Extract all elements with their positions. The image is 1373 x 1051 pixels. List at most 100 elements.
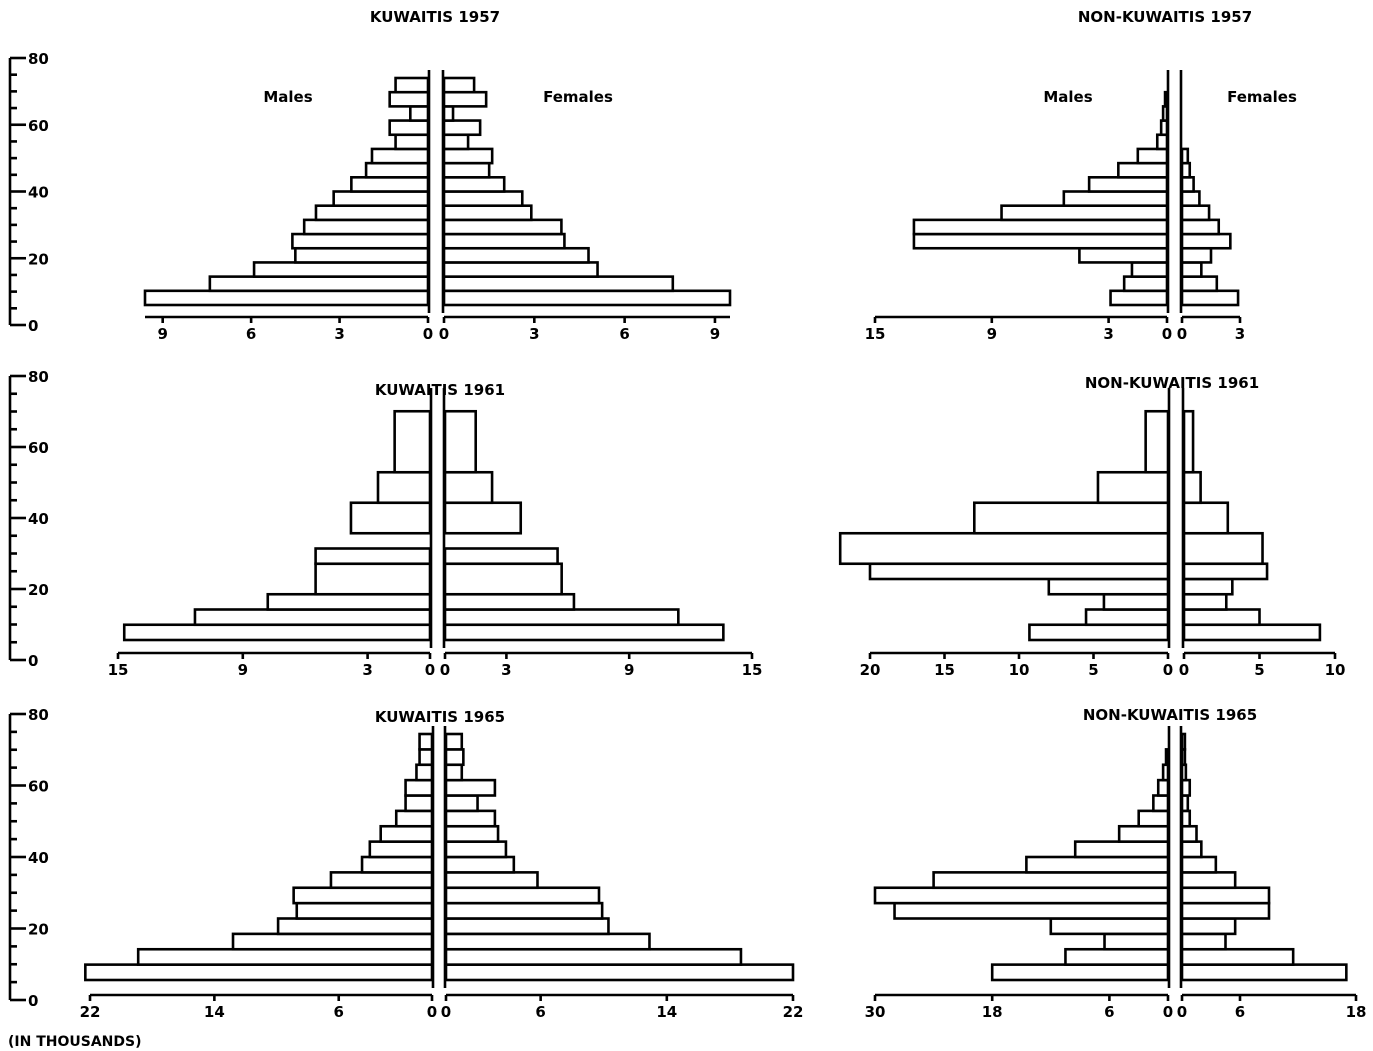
male-bar [932, 871, 1170, 890]
female-bar [444, 932, 651, 951]
male-bar [122, 623, 432, 642]
female-tick-label: 0 [1179, 661, 1189, 679]
female-bar [443, 592, 576, 611]
age-tick-label: 0 [28, 652, 38, 670]
female-bar [1182, 608, 1261, 627]
female-tick-label: 14 [656, 1003, 677, 1021]
female-bar [1180, 809, 1192, 828]
age-tick-label: 20 [28, 581, 49, 599]
female-bar [442, 161, 491, 179]
male-bar [1155, 133, 1169, 151]
male-tick-label: 9 [987, 325, 997, 343]
chart-title: NON-KUWAITIS 1957 [1078, 8, 1252, 26]
male-bar [1136, 147, 1169, 165]
male-bar [370, 147, 430, 165]
male-bar [266, 592, 432, 611]
male-bar [1049, 917, 1170, 936]
units-footnote: (IN THOUSANDS) [8, 1034, 141, 1050]
age-tick-label: 80 [28, 706, 49, 724]
female-bar [442, 275, 675, 293]
female-bar [1180, 147, 1190, 165]
female-tick-label: 0 [440, 661, 450, 679]
male-bar [393, 409, 432, 474]
male-bar [409, 105, 430, 122]
female-bar [444, 763, 464, 782]
male-bar [376, 470, 432, 505]
male-bar [838, 531, 1170, 566]
male-bar [1078, 246, 1169, 264]
female-bar [442, 232, 566, 250]
male-bar [1096, 470, 1170, 505]
age-tick-label: 0 [28, 992, 38, 1010]
female-bar [442, 204, 533, 222]
male-bar [291, 232, 430, 250]
male-tick-label: 6 [334, 1003, 344, 1021]
female-bar [1180, 275, 1219, 293]
female-bar [1180, 855, 1218, 874]
male-bar [1161, 105, 1169, 122]
male-tick-label: 0 [1163, 1003, 1173, 1021]
female-bar [443, 547, 559, 566]
male-bar [1109, 289, 1169, 307]
male-tick-label: 0 [425, 661, 435, 679]
female-bar [444, 871, 539, 890]
female-bar [443, 623, 725, 642]
female-bar [442, 90, 488, 108]
female-bar [1182, 531, 1264, 566]
age-tick-label: 80 [28, 50, 49, 68]
age-tick-label: 40 [28, 849, 49, 867]
female-bar [1180, 176, 1195, 193]
female-tick-label: 0 [1177, 325, 1187, 343]
female-tick-label: 6 [619, 325, 629, 343]
male-bar [1064, 947, 1170, 966]
males-label: Males [263, 88, 312, 106]
male-tick-label: 3 [334, 325, 344, 343]
female-bar [442, 261, 599, 278]
male-bar [314, 204, 430, 222]
female-bar [444, 947, 743, 966]
male-tick-label: 9 [157, 325, 167, 343]
male-tick-label: 15 [865, 325, 886, 343]
age-tick-label: 60 [28, 117, 49, 135]
female-bar [442, 289, 732, 307]
female-bar [443, 501, 523, 535]
female-bar [1182, 592, 1228, 611]
female-tick-label: 22 [783, 1003, 804, 1021]
male-bar [314, 562, 432, 596]
male-bar [360, 855, 434, 874]
male-bar [302, 218, 430, 236]
male-bar [231, 932, 434, 951]
female-bar [442, 119, 482, 137]
male-tick-label: 6 [1104, 1003, 1114, 1021]
male-bar [1103, 932, 1170, 951]
age-tick-label: 0 [28, 317, 38, 335]
female-bar [442, 133, 470, 151]
male-bar [972, 501, 1170, 535]
female-bar [1180, 218, 1221, 236]
male-tick-label: 6 [246, 325, 256, 343]
male-bar [1102, 592, 1170, 611]
male-tick-label: 15 [108, 661, 129, 679]
female-bar [443, 608, 680, 627]
female-bar [444, 824, 500, 843]
female-bar [1180, 732, 1187, 751]
female-bar [1180, 917, 1237, 936]
male-bar [276, 917, 434, 936]
female-tick-label: 0 [441, 1003, 451, 1021]
age-tick-label: 40 [28, 510, 49, 528]
females-label: Females [1227, 88, 1297, 106]
male-bar [1073, 840, 1170, 859]
female-bar [1180, 232, 1232, 250]
female-tick-label: 0 [439, 325, 449, 343]
age-tick-label: 60 [28, 778, 49, 796]
male-tick-label: 5 [1088, 661, 1098, 679]
female-bar [1180, 871, 1237, 890]
male-bar [1084, 608, 1170, 627]
male-bar [1062, 190, 1169, 207]
female-bar [444, 809, 497, 828]
female-bar [1180, 778, 1192, 797]
age-tick-label: 20 [28, 250, 49, 268]
male-bar [404, 794, 434, 813]
female-bar [442, 190, 524, 207]
male-tick-label: 0 [427, 1003, 437, 1021]
